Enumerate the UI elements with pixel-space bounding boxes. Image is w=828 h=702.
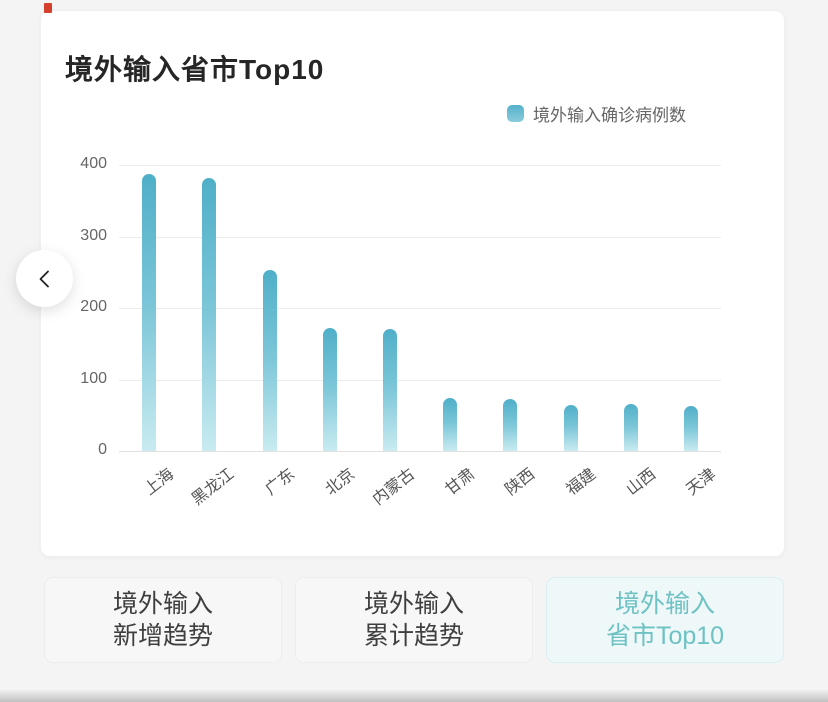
bar-黑龙江[interactable] <box>202 177 217 451</box>
tab-imported-new-trend[interactable]: 境外输入 新增趋势 <box>44 577 282 663</box>
legend-swatch-icon <box>507 105 524 122</box>
bar-上海[interactable] <box>142 174 157 451</box>
tab-label-line1: 境外输入 <box>614 589 715 618</box>
bar-北京[interactable] <box>322 328 337 451</box>
bar-天津[interactable] <box>683 405 698 451</box>
page-title: 境外输入省市Top10 <box>65 54 325 85</box>
y-axis-tick: 0 <box>98 441 107 458</box>
back-button[interactable] <box>16 250 73 307</box>
bottom-fade <box>0 689 828 702</box>
tab-imported-province-top10[interactable]: 境外输入 省市Top10 <box>546 577 784 663</box>
gridline <box>119 308 721 309</box>
plot-area: 0 100 200 300 400 上海 黑龙江 广东 北京 内蒙古 甘肃 陕西 福建 山西 天津 <box>41 11 786 558</box>
tab-label-line2: 累计趋势 <box>363 622 464 650</box>
legend-item[interactable]: 境外输入确诊病例数 <box>507 101 686 126</box>
bar-福建[interactable] <box>563 405 578 451</box>
tab-label-line2: 省市Top10 <box>605 622 725 650</box>
y-axis-tick: 400 <box>80 155 107 172</box>
y-axis-tick: 200 <box>80 298 107 315</box>
tab-bar: 境外输入 新增趋势 境外输入 累计趋势 境外输入 省市Top10 <box>44 577 784 663</box>
gridline <box>119 236 721 238</box>
tab-label-line1: 境外输入 <box>363 589 464 618</box>
bar-甘肃[interactable] <box>443 398 458 451</box>
tab-label-line1: 境外输入 <box>112 589 213 618</box>
bar-内蒙古[interactable] <box>382 329 397 451</box>
bar-广东[interactable] <box>262 270 277 451</box>
red-marker <box>44 3 52 13</box>
gridline <box>119 379 721 381</box>
chart-card: 境外输入省市Top10 境外输入确诊病例数 0 100 200 300 400 上海 黑龙江… <box>40 10 785 557</box>
tab-label-line2: 新增趋势 <box>112 622 213 650</box>
gridline <box>119 451 721 452</box>
legend-label: 境外输入确诊病例数 <box>533 106 686 125</box>
tab-imported-cumulative-trend[interactable]: 境外输入 累计趋势 <box>295 577 533 663</box>
y-axis-tick: 300 <box>80 226 107 244</box>
chevron-left-icon <box>39 270 49 287</box>
y-axis-tick: 100 <box>80 369 107 387</box>
bar-陕西[interactable] <box>503 398 518 451</box>
bar-山西[interactable] <box>623 403 638 451</box>
gridline <box>119 165 721 166</box>
